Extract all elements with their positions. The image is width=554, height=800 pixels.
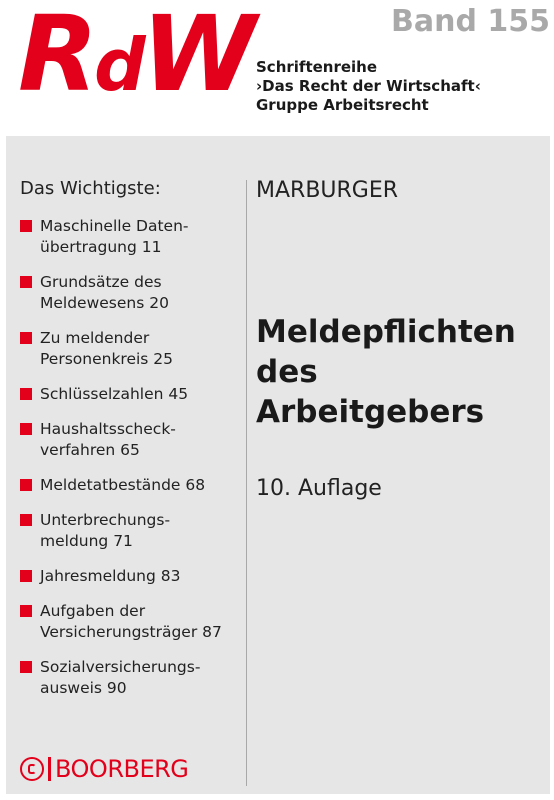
list-item-text: Jahresmeldung 83	[40, 567, 181, 585]
cover-panel: Das Wichtigste: Maschinelle Daten- übert…	[6, 136, 550, 794]
edition-label: 10. Auflage	[256, 476, 382, 501]
author-name: MARBURGER	[256, 178, 399, 203]
contents-list: Maschinelle Daten- übertragung 11 Grunds…	[20, 216, 244, 713]
publisher-bar	[48, 757, 51, 781]
list-item-text: Unterbrechungs- meldung 71	[40, 511, 171, 550]
list-item: Zu meldender Personenkreis 25	[20, 328, 244, 370]
list-item-text: Aufgaben der Versicherungsträger 87	[40, 602, 222, 641]
list-item-text: Maschinelle Daten- übertragung 11	[40, 217, 189, 256]
bullet-square-icon	[20, 423, 32, 435]
bullet-square-icon	[20, 479, 32, 491]
bullet-square-icon	[20, 332, 32, 344]
vertical-divider	[246, 180, 247, 786]
bullet-square-icon	[20, 605, 32, 617]
list-item: Sozialversicherungs- ausweis 90	[20, 657, 244, 699]
list-item: Grundsätze des Meldewesens 20	[20, 272, 244, 314]
band-number: Band 155	[390, 4, 550, 39]
list-item-text: Grundsätze des Meldewesens 20	[40, 273, 169, 312]
bullet-square-icon	[20, 388, 32, 400]
contents-heading: Das Wichtigste:	[20, 178, 161, 199]
list-item: Jahresmeldung 83	[20, 566, 244, 587]
series-line-1: Schriftenreihe	[256, 58, 378, 76]
list-item-text: Haushaltsscheck- verfahren 65	[40, 420, 176, 459]
book-title: Meldepflichten des Arbeitgebers	[256, 314, 516, 430]
logo-letter-d: d	[94, 23, 146, 107]
list-item: Haushaltsscheck- verfahren 65	[20, 419, 244, 461]
list-item: Aufgaben der Versicherungsträger 87	[20, 601, 244, 643]
list-item: Schlüsselzahlen 45	[20, 384, 244, 405]
logo-letter-w: W	[141, 0, 257, 115]
bullet-square-icon	[20, 570, 32, 582]
bullet-square-icon	[20, 661, 32, 673]
list-item-text: Sozialversicherungs- ausweis 90	[40, 658, 201, 697]
list-item-text: Schlüsselzahlen 45	[40, 385, 189, 403]
bullet-square-icon	[20, 514, 32, 526]
list-item: Meldetatbestände 68	[20, 475, 244, 496]
publisher-logo: BOORBERG	[20, 754, 189, 784]
series-line-3: Gruppe Arbeitsrecht	[256, 96, 429, 114]
bullet-square-icon	[20, 220, 32, 232]
list-item-text: Meldetatbestände 68	[40, 476, 206, 494]
cover-header: RdW Band 155 Schriftenreihe ›Das Recht d…	[0, 0, 554, 136]
rdw-logo: RdW	[18, 2, 256, 107]
bullet-square-icon	[20, 276, 32, 288]
series-line-2: ›Das Recht der Wirtschaft‹	[256, 77, 481, 95]
list-item: Maschinelle Daten- übertragung 11	[20, 216, 244, 258]
publisher-name: BOORBERG	[55, 755, 189, 783]
logo-letter-r: R	[18, 0, 98, 115]
publisher-seal-icon	[20, 757, 44, 781]
series-info: Schriftenreihe ›Das Recht der Wirtschaft…	[256, 58, 481, 115]
list-item-text: Zu meldender Personenkreis 25	[40, 329, 174, 368]
list-item: Unterbrechungs- meldung 71	[20, 510, 244, 552]
